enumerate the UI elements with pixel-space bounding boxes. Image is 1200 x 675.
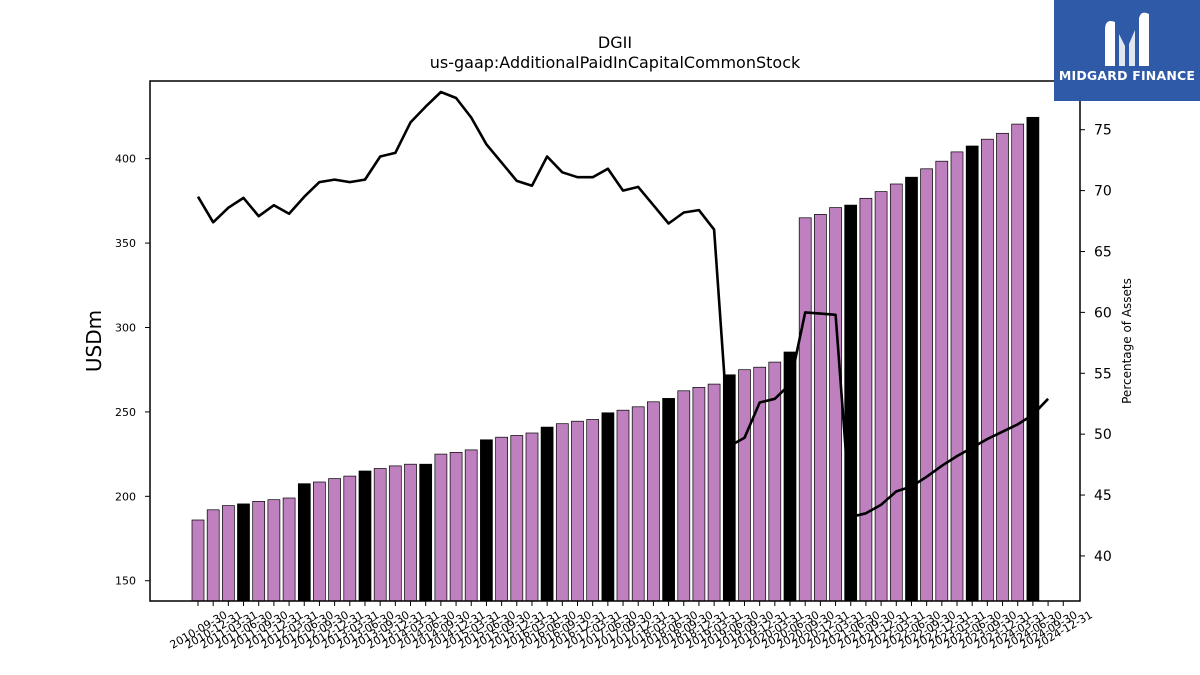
- bar: [601, 412, 615, 602]
- y-tick-label: 400: [115, 153, 136, 166]
- bar: [859, 197, 873, 602]
- bar: [1011, 123, 1025, 602]
- y-tick-label: 350: [115, 237, 136, 250]
- bar: [237, 503, 250, 602]
- bar: [434, 453, 448, 602]
- y2-axis: 40 45 50 55 60 65 70 75: [1080, 123, 1112, 565]
- bar: [920, 168, 933, 602]
- x-axis: 2010-09-302010-12-312011-03-312011-06-30…: [168, 601, 1095, 652]
- bar: [252, 501, 266, 602]
- bar: [631, 406, 645, 602]
- bar: [388, 465, 402, 602]
- bar: [616, 409, 630, 602]
- bar: [464, 449, 478, 602]
- bar: [328, 478, 341, 602]
- bar: [798, 217, 812, 602]
- y-tick-label: 300: [115, 321, 136, 334]
- chart-title: DGII: [598, 33, 632, 52]
- bar: [571, 420, 584, 602]
- bar: [282, 497, 296, 602]
- bar: [313, 481, 326, 602]
- bar: [449, 452, 463, 602]
- bar: [267, 499, 281, 602]
- y-axis: 150 200 250 300 350 400: [115, 153, 150, 588]
- bar: [1026, 116, 1040, 602]
- bar: [950, 151, 964, 602]
- line-path: [196, 90, 1050, 519]
- logo-name: MIDGARD FINANCE: [1058, 68, 1196, 83]
- y2-tick-label: 65: [1094, 244, 1112, 260]
- bar: [540, 426, 554, 602]
- bar: [692, 387, 706, 602]
- bar: [191, 519, 205, 602]
- bar: [707, 383, 721, 602]
- bar: [935, 160, 949, 602]
- bar: [647, 401, 660, 602]
- bar-series: [191, 116, 1040, 602]
- plot-frame: [149, 80, 1081, 602]
- bar: [510, 435, 524, 602]
- bar: [738, 369, 751, 602]
- logo: MIDGARD FINANCE: [1054, 0, 1200, 101]
- y2-tick-label: 45: [1094, 488, 1112, 504]
- bar: [889, 183, 903, 602]
- line-series: [196, 90, 1050, 519]
- bar: [965, 145, 979, 602]
- bar: [829, 207, 842, 602]
- y2-tick-label: 60: [1094, 305, 1112, 321]
- y2-tick-label: 40: [1094, 549, 1112, 565]
- bar: [814, 214, 827, 602]
- bar: [404, 463, 417, 602]
- chart-subtitle: us-gaap:AdditionalPaidInCapitalCommonSto…: [430, 53, 801, 72]
- y2-tick-label: 75: [1094, 123, 1112, 139]
- bar: [358, 470, 372, 602]
- y-tick-label: 150: [115, 575, 136, 588]
- bar: [343, 475, 357, 602]
- bar: [480, 439, 493, 602]
- bar: [677, 390, 691, 602]
- bar: [419, 463, 433, 602]
- bar: [586, 419, 600, 602]
- y-axis-label: USDm: [82, 310, 106, 372]
- bar: [555, 423, 569, 602]
- bar: [844, 204, 858, 602]
- logo-m-icon: [1105, 12, 1149, 67]
- bar: [206, 509, 220, 602]
- y-tick-label: 250: [115, 406, 136, 419]
- bar: [662, 398, 675, 602]
- bar: [996, 132, 1009, 602]
- bar: [222, 505, 235, 602]
- y2-tick-label: 50: [1094, 427, 1112, 443]
- y-tick-label: 200: [115, 490, 136, 503]
- bar: [874, 191, 888, 602]
- bar: [981, 138, 994, 602]
- bar: [373, 468, 387, 602]
- bar: [297, 483, 311, 602]
- y2-tick-label: 55: [1094, 366, 1112, 382]
- y2-axis-label: Percentage of Assets: [1120, 278, 1134, 404]
- bar: [525, 432, 539, 602]
- bar: [905, 176, 918, 602]
- bar: [495, 436, 508, 602]
- y2-tick-label: 70: [1094, 184, 1112, 200]
- bar: [722, 374, 736, 602]
